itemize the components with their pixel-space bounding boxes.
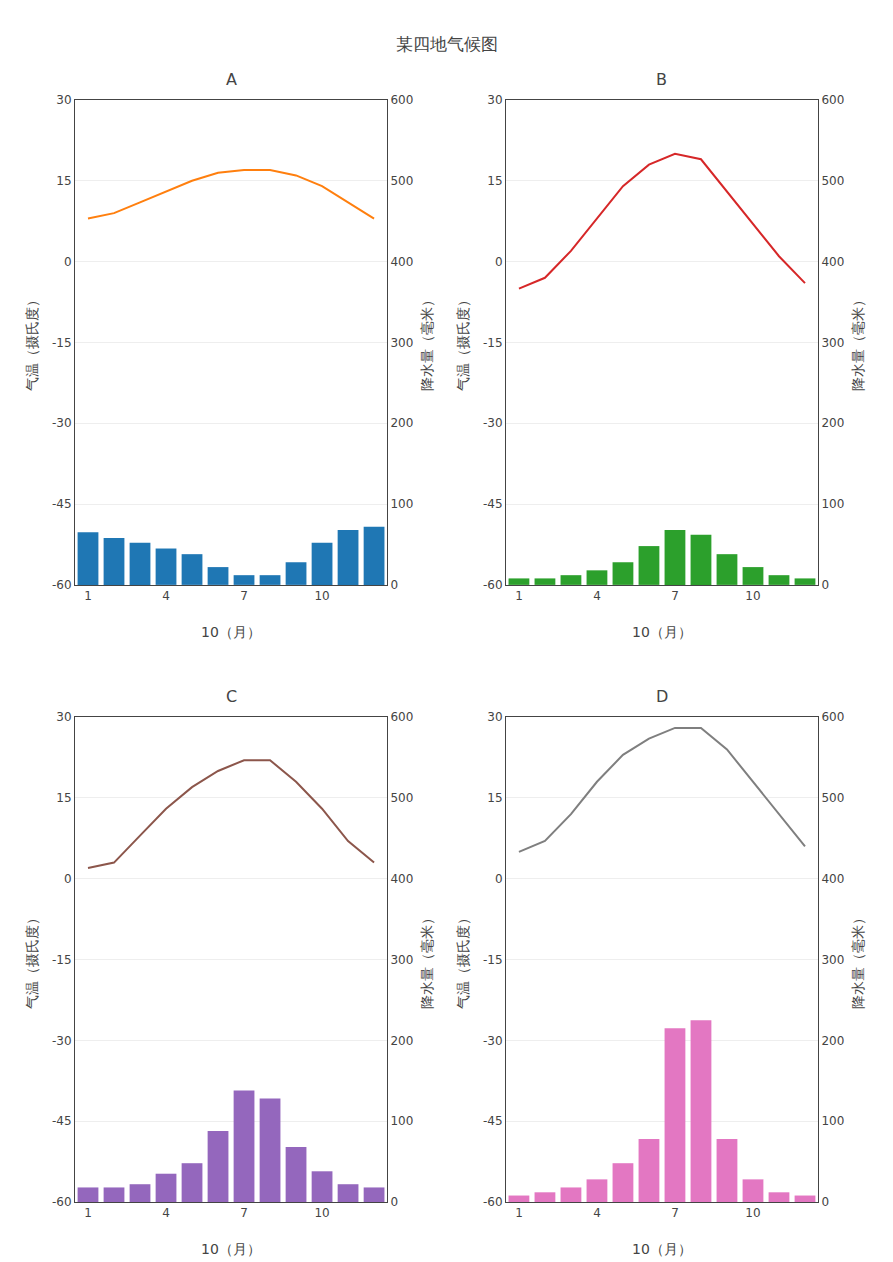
svg-text:-15: -15 (52, 336, 72, 350)
svg-text:30: 30 (56, 710, 71, 724)
svg-text:200: 200 (390, 416, 413, 430)
svg-text:600: 600 (390, 93, 413, 107)
svg-text:10（月）: 10（月） (632, 1241, 692, 1257)
svg-text:7: 7 (671, 589, 679, 603)
svg-text:C: C (226, 687, 237, 706)
svg-text:4: 4 (593, 589, 601, 603)
svg-text:1: 1 (84, 1206, 92, 1220)
svg-text:0: 0 (495, 872, 503, 886)
svg-text:10: 10 (314, 589, 329, 603)
svg-text:10（月）: 10（月） (201, 1241, 261, 1257)
svg-text:降水量（毫米）: 降水量（毫米） (419, 293, 435, 391)
svg-text:200: 200 (821, 416, 844, 430)
svg-text:15: 15 (487, 174, 502, 188)
svg-text:0: 0 (390, 1195, 398, 1209)
svg-text:D: D (656, 687, 668, 706)
svg-text:300: 300 (821, 953, 844, 967)
svg-text:300: 300 (390, 953, 413, 967)
svg-text:1: 1 (515, 589, 523, 603)
svg-text:7: 7 (240, 1206, 248, 1220)
svg-text:0: 0 (821, 1195, 829, 1209)
svg-text:500: 500 (390, 791, 413, 805)
svg-text:0: 0 (64, 255, 72, 269)
svg-text:0: 0 (64, 872, 72, 886)
svg-text:气温（摄氏度）: 气温（摄氏度） (455, 293, 471, 391)
svg-text:30: 30 (487, 710, 502, 724)
svg-text:-15: -15 (483, 336, 503, 350)
svg-text:4: 4 (162, 1206, 170, 1220)
svg-text:10: 10 (745, 1206, 760, 1220)
svg-text:400: 400 (821, 255, 844, 269)
svg-text:600: 600 (821, 93, 844, 107)
svg-text:500: 500 (390, 174, 413, 188)
svg-text:-45: -45 (52, 1114, 72, 1128)
svg-text:30: 30 (56, 93, 71, 107)
svg-text:200: 200 (390, 1034, 413, 1048)
svg-text:15: 15 (56, 791, 71, 805)
svg-text:500: 500 (821, 791, 844, 805)
svg-text:-45: -45 (483, 1114, 503, 1128)
svg-text:-30: -30 (483, 416, 503, 430)
svg-text:10: 10 (314, 1206, 329, 1220)
svg-text:400: 400 (390, 255, 413, 269)
svg-text:15: 15 (56, 174, 71, 188)
svg-text:1: 1 (515, 1206, 523, 1220)
svg-text:气温（摄氏度）: 气温（摄氏度） (24, 293, 40, 391)
svg-text:B: B (656, 70, 667, 89)
svg-text:-45: -45 (52, 497, 72, 511)
svg-text:100: 100 (821, 497, 844, 511)
svg-text:0: 0 (495, 255, 503, 269)
svg-text:600: 600 (390, 710, 413, 724)
svg-text:-30: -30 (52, 1034, 72, 1048)
svg-text:-60: -60 (52, 578, 72, 592)
svg-text:4: 4 (593, 1206, 601, 1220)
svg-text:500: 500 (821, 174, 844, 188)
svg-text:A: A (226, 70, 237, 89)
svg-text:400: 400 (821, 872, 844, 886)
svg-text:100: 100 (821, 1114, 844, 1128)
svg-text:-15: -15 (483, 953, 503, 967)
svg-text:10（月）: 10（月） (632, 624, 692, 640)
svg-text:降水量（毫米）: 降水量（毫米） (419, 911, 435, 1009)
svg-text:某四地气候图: 某四地气候图 (396, 34, 498, 54)
svg-text:7: 7 (240, 589, 248, 603)
svg-text:10: 10 (745, 589, 760, 603)
svg-text:降水量（毫米）: 降水量（毫米） (850, 911, 866, 1009)
svg-text:4: 4 (162, 589, 170, 603)
svg-text:30: 30 (487, 93, 502, 107)
svg-text:降水量（毫米）: 降水量（毫米） (850, 293, 866, 391)
svg-text:100: 100 (390, 1114, 413, 1128)
svg-text:1: 1 (84, 589, 92, 603)
svg-text:15: 15 (487, 791, 502, 805)
svg-text:100: 100 (390, 497, 413, 511)
svg-text:气温（摄氏度）: 气温（摄氏度） (24, 911, 40, 1009)
svg-text:-45: -45 (483, 497, 503, 511)
svg-text:-60: -60 (483, 578, 503, 592)
svg-text:-30: -30 (52, 416, 72, 430)
svg-text:气温（摄氏度）: 气温（摄氏度） (455, 911, 471, 1009)
svg-text:0: 0 (821, 578, 829, 592)
svg-text:-30: -30 (483, 1034, 503, 1048)
svg-text:0: 0 (390, 578, 398, 592)
svg-text:-60: -60 (52, 1195, 72, 1209)
svg-text:-15: -15 (52, 953, 72, 967)
svg-text:200: 200 (821, 1034, 844, 1048)
svg-text:600: 600 (821, 710, 844, 724)
svg-text:300: 300 (390, 336, 413, 350)
svg-text:-60: -60 (483, 1195, 503, 1209)
svg-text:7: 7 (671, 1206, 679, 1220)
svg-text:400: 400 (390, 872, 413, 886)
svg-text:300: 300 (821, 336, 844, 350)
svg-text:10（月）: 10（月） (201, 624, 261, 640)
